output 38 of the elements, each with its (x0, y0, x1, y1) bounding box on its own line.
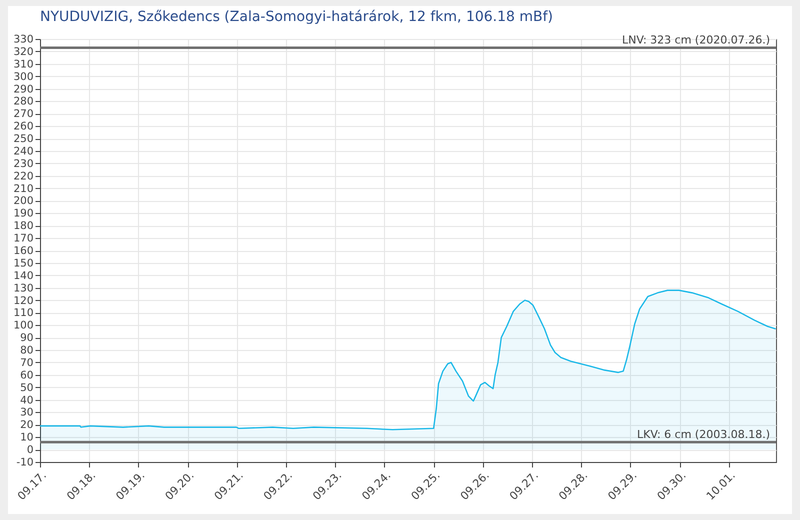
y-tick-label: 190 (13, 208, 34, 220)
y-tick-label: 70 (20, 356, 34, 369)
y-tick-label: 210 (13, 182, 34, 195)
y-tick-label: -10 (16, 456, 34, 468)
y-tick-label: 170 (13, 232, 34, 245)
y-tick-label: 150 (13, 257, 34, 270)
y-tick-label: 250 (13, 133, 34, 146)
y-tick-label: 120 (13, 294, 34, 307)
y-tick-label: 40 (20, 394, 34, 406)
y-tick-label: 240 (13, 145, 34, 158)
y-tick-label: 200 (13, 195, 34, 208)
y-tick-label: 10 (20, 432, 34, 444)
y-tick-label: 220 (13, 170, 34, 182)
y-tick-label: 50 (20, 382, 34, 394)
y-tick-label: 0 (26, 444, 34, 456)
y-tick-label: 260 (13, 120, 34, 133)
y-tick-label: 300 (13, 70, 34, 83)
y-tick-label: 130 (13, 282, 34, 294)
y-tick-label: 290 (13, 83, 34, 96)
chart-title: NYUDUVIZIG, Szőkedencs (Zala-Somogyi-határárok, 12 fkm, 106.18 mBf) (40, 9, 554, 25)
y-tick-label: 20 (20, 419, 34, 432)
ref-line-label: LNV: 323 cm (2020.07.26.) (622, 34, 770, 47)
y-tick-label: 320 (13, 46, 34, 58)
y-tick-label: 60 (20, 369, 34, 382)
y-tick-label: 230 (13, 158, 34, 170)
ref-line-label: LKV: 6 cm (2003.08.18.) (637, 428, 770, 442)
y-tick-label: 280 (13, 96, 34, 108)
y-tick-label: 80 (20, 344, 34, 357)
y-tick-label: 140 (13, 270, 34, 282)
y-tick-label: 270 (13, 108, 34, 120)
y-tick-label: 330 (13, 34, 34, 46)
y-tick-label: 30 (20, 406, 34, 419)
y-tick-label: 160 (13, 245, 34, 257)
y-tick-label: 180 (13, 220, 34, 232)
y-tick-label: 100 (13, 320, 34, 332)
y-tick-label: 310 (13, 58, 34, 70)
y-tick-label: 90 (20, 332, 34, 344)
y-tick-label: 110 (13, 307, 34, 320)
